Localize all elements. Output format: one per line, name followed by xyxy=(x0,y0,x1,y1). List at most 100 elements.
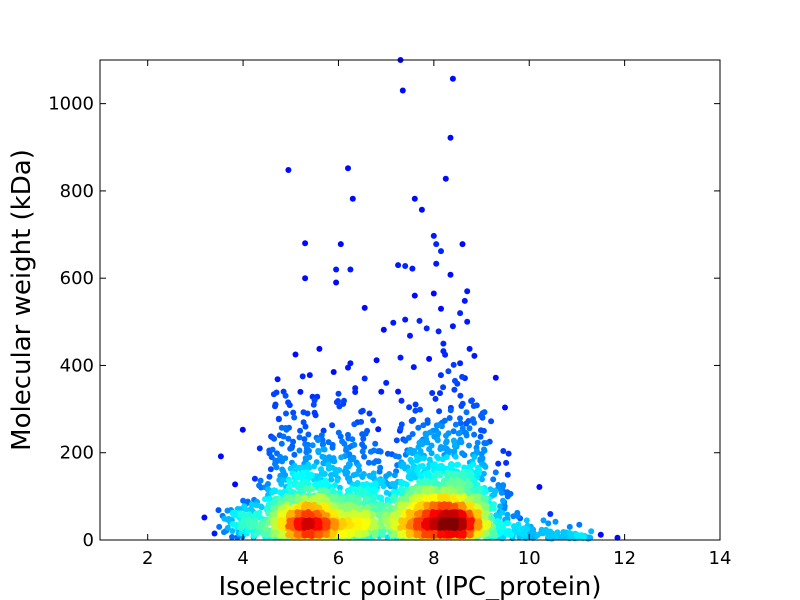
data-point xyxy=(452,453,459,460)
data-point xyxy=(359,448,366,455)
data-point xyxy=(465,489,472,496)
data-point xyxy=(332,523,339,530)
data-point xyxy=(329,422,336,429)
y-tick-label: 800 xyxy=(60,181,94,202)
data-point xyxy=(426,355,433,362)
data-point xyxy=(425,469,432,476)
data-point xyxy=(376,494,382,501)
data-point xyxy=(339,438,346,445)
data-point xyxy=(464,288,471,295)
data-point xyxy=(432,485,439,492)
y-tick-label: 1000 xyxy=(48,94,94,115)
data-point xyxy=(362,529,369,536)
data-point xyxy=(395,388,402,395)
data-point xyxy=(377,448,384,455)
data-point xyxy=(447,461,454,468)
data-point xyxy=(229,528,236,534)
data-point xyxy=(459,373,466,380)
data-point xyxy=(351,486,358,493)
data-point xyxy=(335,398,341,404)
data-point xyxy=(331,482,338,489)
data-point xyxy=(215,507,222,514)
data-point xyxy=(216,523,223,530)
data-point xyxy=(331,458,338,465)
data-point xyxy=(470,416,476,423)
data-point xyxy=(588,528,595,535)
data-point xyxy=(410,416,417,423)
data-point xyxy=(436,408,443,415)
data-point xyxy=(282,472,289,478)
data-point xyxy=(433,260,440,267)
data-point xyxy=(439,486,446,493)
data-point xyxy=(453,462,460,468)
data-point xyxy=(360,435,367,442)
data-point xyxy=(316,531,323,538)
data-point xyxy=(407,446,414,453)
data-point xyxy=(463,420,470,427)
data-point xyxy=(423,517,429,524)
data-point xyxy=(354,480,361,486)
data-point xyxy=(337,484,343,491)
data-point xyxy=(390,319,397,326)
data-point xyxy=(407,332,413,339)
data-point xyxy=(434,437,441,444)
data-point xyxy=(270,505,277,511)
data-point xyxy=(467,463,474,470)
data-point xyxy=(343,469,350,476)
data-point xyxy=(452,421,459,428)
data-point xyxy=(614,534,621,541)
data-point xyxy=(348,528,354,535)
data-point xyxy=(362,488,369,495)
data-point xyxy=(347,266,354,273)
data-point xyxy=(411,195,418,202)
data-point xyxy=(457,420,464,427)
data-point xyxy=(277,523,284,530)
data-point xyxy=(373,357,380,364)
data-point xyxy=(459,241,466,248)
data-point xyxy=(458,403,465,409)
data-point xyxy=(262,496,268,503)
data-point xyxy=(285,399,292,406)
data-point xyxy=(481,462,488,469)
data-point xyxy=(251,475,258,482)
data-point xyxy=(451,386,458,393)
data-point xyxy=(435,430,442,437)
data-point xyxy=(552,518,559,525)
data-point xyxy=(350,472,357,479)
data-point xyxy=(493,519,499,526)
data-point xyxy=(561,531,567,538)
data-point xyxy=(474,509,481,516)
data-point xyxy=(466,442,472,449)
data-point xyxy=(240,497,247,504)
data-point xyxy=(415,424,422,431)
data-point xyxy=(450,428,457,435)
data-point xyxy=(340,502,347,509)
data-point xyxy=(488,418,495,425)
data-point xyxy=(466,471,472,478)
data-point xyxy=(458,487,465,494)
data-point xyxy=(437,493,444,500)
data-point xyxy=(471,453,478,460)
data-point xyxy=(405,473,412,480)
data-point xyxy=(349,456,355,463)
data-point xyxy=(440,384,447,391)
data-point xyxy=(498,520,505,527)
data-point xyxy=(429,390,436,396)
x-tick-label: 12 xyxy=(613,548,636,569)
data-point xyxy=(273,389,280,396)
data-point xyxy=(291,451,298,458)
data-point xyxy=(302,240,309,247)
data-point xyxy=(463,409,470,416)
data-point xyxy=(505,520,512,527)
data-point xyxy=(417,448,424,455)
data-point xyxy=(345,461,352,468)
data-point xyxy=(457,415,463,422)
data-point xyxy=(422,485,429,492)
data-point xyxy=(540,517,547,524)
data-point xyxy=(409,265,416,272)
data-point xyxy=(257,477,264,484)
data-point xyxy=(269,446,276,453)
data-point xyxy=(297,427,304,434)
data-point xyxy=(333,266,340,273)
data-point xyxy=(375,458,382,465)
